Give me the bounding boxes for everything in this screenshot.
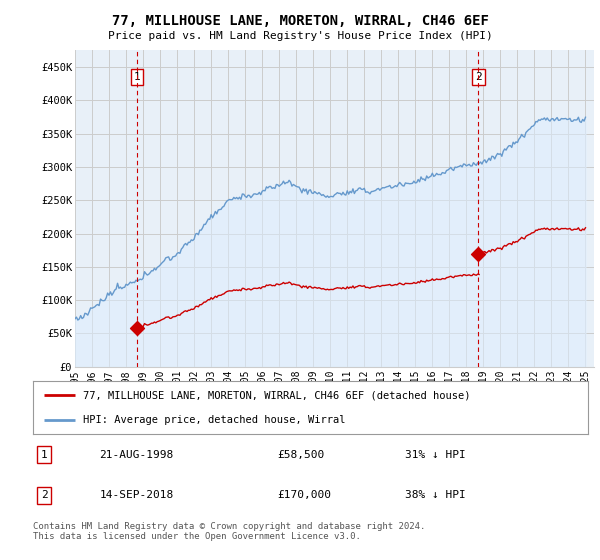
Text: 2: 2 [41,490,47,500]
Text: £170,000: £170,000 [277,490,331,500]
Text: Price paid vs. HM Land Registry's House Price Index (HPI): Price paid vs. HM Land Registry's House … [107,31,493,41]
Text: 38% ↓ HPI: 38% ↓ HPI [405,490,466,500]
Text: 1: 1 [134,72,140,82]
Text: 77, MILLHOUSE LANE, MORETON, WIRRAL, CH46 6EF: 77, MILLHOUSE LANE, MORETON, WIRRAL, CH4… [112,14,488,28]
Point [473,249,483,258]
Text: Contains HM Land Registry data © Crown copyright and database right 2024.
This d: Contains HM Land Registry data © Crown c… [33,522,425,542]
Text: 14-SEP-2018: 14-SEP-2018 [100,490,174,500]
Text: 1: 1 [41,450,47,460]
Point [132,323,142,332]
Text: 77, MILLHOUSE LANE, MORETON, WIRRAL, CH46 6EF (detached house): 77, MILLHOUSE LANE, MORETON, WIRRAL, CH4… [83,390,470,400]
Text: 31% ↓ HPI: 31% ↓ HPI [405,450,466,460]
Text: 21-AUG-1998: 21-AUG-1998 [100,450,174,460]
Text: £58,500: £58,500 [277,450,325,460]
Text: 2: 2 [475,72,482,82]
Text: HPI: Average price, detached house, Wirral: HPI: Average price, detached house, Wirr… [83,414,346,424]
